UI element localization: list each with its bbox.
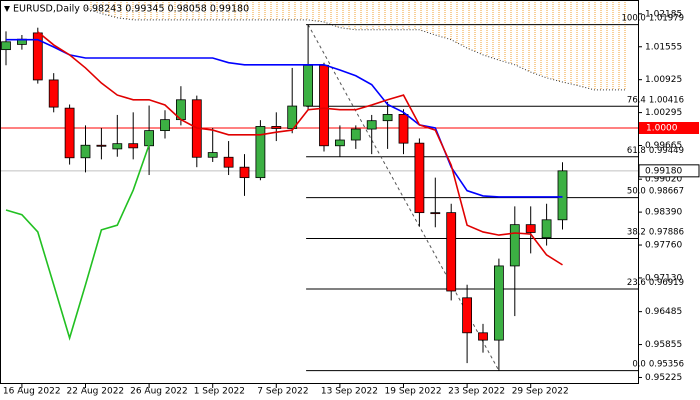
x-tick-label: 26 Aug 2022 <box>130 387 188 397</box>
x-tick-label: 29 Sep 2022 <box>512 387 569 397</box>
y-tick-label: 1.01555 <box>645 42 682 52</box>
candle-body <box>271 126 282 129</box>
candle-body <box>398 114 409 144</box>
candle-body <box>414 142 425 214</box>
candle-body <box>525 224 536 233</box>
candle-body <box>112 143 123 150</box>
y-tick-label: 0.97130 <box>645 273 682 283</box>
y-tick-label: 1.00295 <box>645 108 682 118</box>
x-tick-label: 23 Sep 2022 <box>448 387 505 397</box>
candle-body <box>48 79 59 108</box>
x-tick-label: 16 Aug 2022 <box>3 387 61 397</box>
candle-body <box>557 170 568 221</box>
fib-level: 50.0 <box>627 186 646 196</box>
fib-level: 0.0 <box>632 359 646 369</box>
level-price-label: 1.0000 <box>646 124 678 134</box>
x-tick-label: 7 Sep 2022 <box>257 387 308 397</box>
fib-label: 76.4 1.00416 <box>627 95 684 105</box>
level-price-box <box>639 122 699 134</box>
fib-label: 100.0 1.01979 <box>622 13 685 23</box>
symbol-icon <box>4 6 10 12</box>
y-tick-label: 1.00925 <box>645 75 682 85</box>
fib-label: 0.0 0.95356 <box>632 359 684 369</box>
last-price-label: 0.99180 <box>645 166 682 176</box>
candle-body <box>319 64 329 147</box>
y-tick-label: 0.99020 <box>645 175 682 185</box>
x-tick-label: 1 Sep 2022 <box>194 387 245 397</box>
fib-level: 76.4 <box>627 95 646 105</box>
plot-frame <box>0 0 639 384</box>
candle-body <box>64 107 75 159</box>
candle-body <box>366 120 377 130</box>
x-tick-label: 22 Aug 2022 <box>67 387 125 397</box>
candle-body <box>128 143 139 149</box>
y-tick-label: 0.97760 <box>645 241 682 251</box>
y-tick-label: 0.98390 <box>645 208 682 218</box>
candle-body <box>255 126 266 179</box>
candle-body <box>32 32 43 81</box>
fib-level: 38.2 <box>627 227 646 237</box>
candle-body <box>96 144 107 147</box>
candle-body <box>303 64 314 107</box>
cloud-edge <box>85 7 627 91</box>
fib-label: 50.0 0.98667 <box>627 186 684 196</box>
y-tick-label: 0.95855 <box>645 340 682 350</box>
indicator-line <box>5 144 150 341</box>
candle-body <box>509 224 520 267</box>
fib-price: 0.96919 <box>649 277 684 287</box>
x-tick-label: 13 Sep 2022 <box>321 387 378 397</box>
candle-body <box>207 152 218 158</box>
y-tick-label: 0.96485 <box>645 307 682 317</box>
fib-price: 0.99449 <box>649 145 684 155</box>
fib-label: 61.8 0.99449 <box>627 145 684 155</box>
candle-body <box>462 297 473 334</box>
indicator-line <box>37 31 563 266</box>
candle-body <box>1 41 11 51</box>
chart-title: EURUSD,Daily 0.98243 0.99345 0.98058 0.9… <box>13 4 249 15</box>
candle-body <box>493 265 504 341</box>
candle-body <box>350 128 361 141</box>
y-tick-label: 0.99665 <box>645 141 682 151</box>
fib-price: 1.01979 <box>649 13 684 23</box>
candle-body <box>430 212 441 215</box>
fib-price: 0.95356 <box>649 359 684 369</box>
indicator-line <box>6 38 563 198</box>
fib-level: 61.8 <box>627 145 646 155</box>
candle-body <box>80 144 91 159</box>
fib-label: 38.2 0.97886 <box>627 227 684 237</box>
candle-body <box>287 105 298 129</box>
fib-price: 0.97886 <box>649 227 684 237</box>
candle-body <box>382 114 393 122</box>
fib-price: 1.00416 <box>649 95 684 105</box>
candle-body <box>160 119 170 132</box>
fib-label: 23.6 0.96919 <box>627 277 684 287</box>
candle-body <box>541 219 552 239</box>
cloud-area <box>85 0 627 90</box>
y-tick-label: 0.95225 <box>645 373 682 383</box>
candle-body <box>239 166 250 179</box>
fib-level: 23.6 <box>627 277 646 287</box>
candle-body <box>478 332 488 341</box>
fib-level: 100.0 <box>622 13 646 23</box>
x-tick-label: 19 Sep 2022 <box>385 387 442 397</box>
y-tick-label: 1.02185 <box>645 9 682 19</box>
candle-body <box>334 139 345 147</box>
candle-body <box>223 156 234 168</box>
fib-price: 0.98667 <box>649 186 684 196</box>
candle-body <box>144 130 155 147</box>
candle-body <box>446 212 457 292</box>
